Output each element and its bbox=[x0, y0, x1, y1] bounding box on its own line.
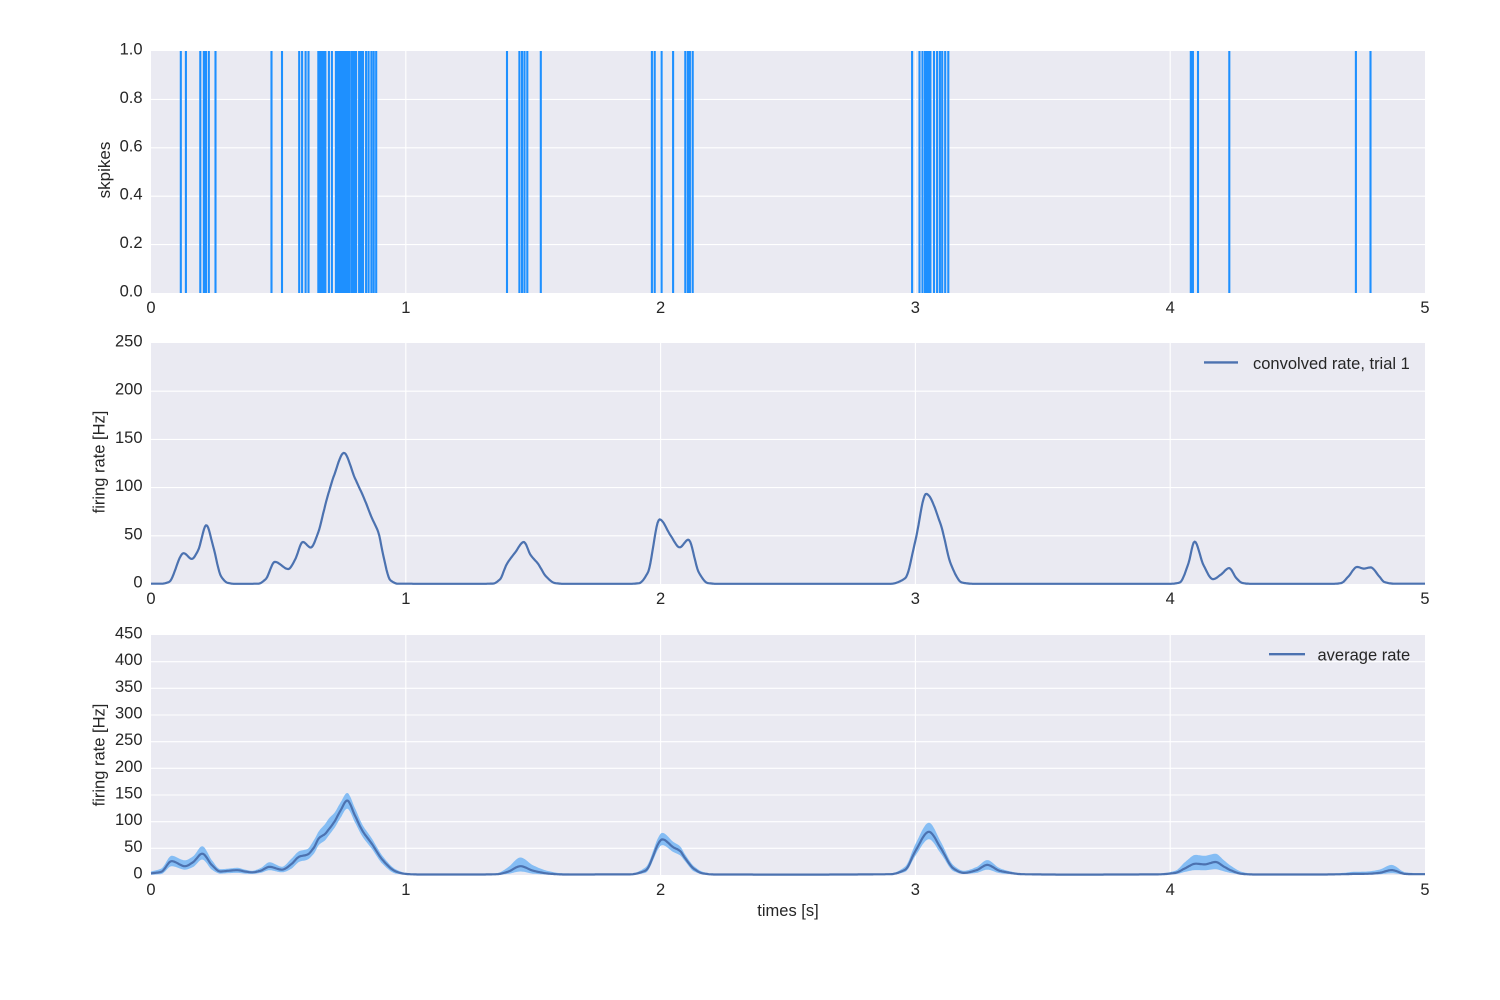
svg-text:5: 5 bbox=[1420, 590, 1429, 608]
svg-text:250: 250 bbox=[115, 333, 143, 351]
svg-text:0: 0 bbox=[133, 574, 142, 592]
svg-text:200: 200 bbox=[115, 758, 143, 776]
svg-text:0.0: 0.0 bbox=[120, 283, 143, 301]
svg-text:0.2: 0.2 bbox=[120, 234, 143, 252]
svg-text:250: 250 bbox=[115, 731, 143, 749]
svg-text:2: 2 bbox=[656, 590, 665, 608]
svg-text:average rate: average rate bbox=[1318, 647, 1411, 665]
svg-text:skpikes: skpikes bbox=[95, 142, 114, 199]
svg-text:350: 350 bbox=[115, 678, 143, 696]
svg-text:4: 4 bbox=[1166, 299, 1175, 317]
svg-text:4: 4 bbox=[1166, 590, 1175, 608]
svg-text:1.0: 1.0 bbox=[120, 41, 143, 59]
svg-text:times [s]: times [s] bbox=[757, 902, 818, 920]
svg-text:400: 400 bbox=[115, 651, 143, 669]
svg-text:0: 0 bbox=[133, 865, 142, 883]
svg-text:50: 50 bbox=[124, 838, 142, 856]
svg-text:50: 50 bbox=[124, 525, 142, 543]
svg-text:0.6: 0.6 bbox=[120, 137, 143, 155]
svg-text:firing rate [Hz]: firing rate [Hz] bbox=[90, 411, 108, 514]
svg-text:1: 1 bbox=[401, 299, 410, 317]
svg-text:100: 100 bbox=[115, 477, 143, 495]
svg-text:1: 1 bbox=[401, 590, 410, 608]
svg-text:3: 3 bbox=[911, 881, 920, 899]
svg-text:200: 200 bbox=[115, 381, 143, 399]
svg-text:0: 0 bbox=[146, 299, 155, 317]
svg-text:150: 150 bbox=[115, 785, 143, 803]
svg-text:0: 0 bbox=[146, 881, 155, 899]
svg-text:450: 450 bbox=[115, 625, 143, 643]
svg-text:100: 100 bbox=[115, 811, 143, 829]
svg-text:2: 2 bbox=[656, 881, 665, 899]
svg-text:1: 1 bbox=[401, 881, 410, 899]
svg-text:convolved rate, trial 1: convolved rate, trial 1 bbox=[1253, 355, 1410, 373]
svg-text:150: 150 bbox=[115, 429, 143, 447]
svg-text:5: 5 bbox=[1420, 881, 1429, 899]
svg-text:4: 4 bbox=[1166, 881, 1175, 899]
svg-text:2: 2 bbox=[656, 299, 665, 317]
svg-text:0.8: 0.8 bbox=[120, 89, 143, 107]
svg-text:0: 0 bbox=[146, 590, 155, 608]
svg-text:3: 3 bbox=[911, 299, 920, 317]
svg-text:3: 3 bbox=[911, 590, 920, 608]
svg-text:firing rate [Hz]: firing rate [Hz] bbox=[90, 704, 108, 807]
svg-text:300: 300 bbox=[115, 705, 143, 723]
svg-text:0.4: 0.4 bbox=[120, 186, 143, 204]
svg-text:5: 5 bbox=[1420, 299, 1429, 317]
